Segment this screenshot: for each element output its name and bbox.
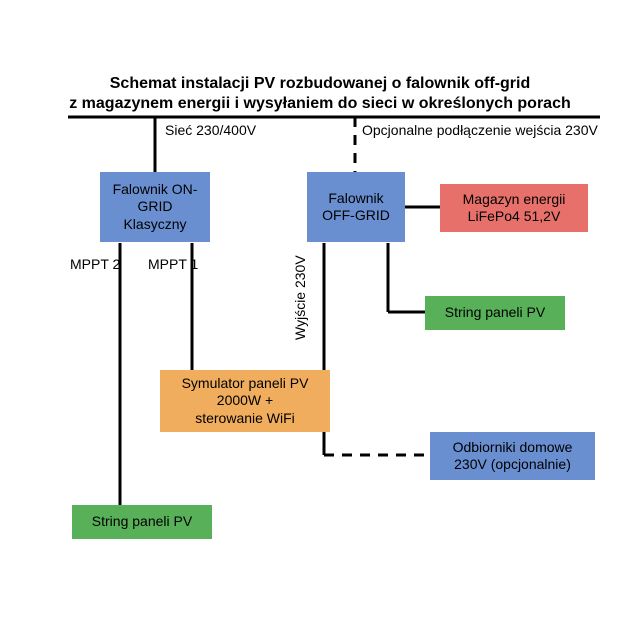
label-optional-in: Opcjonalne podłączenie wejścia 230V [362,122,598,138]
label-out-230v: Wyjście 230V [292,255,308,340]
node-string-left: String paneli PV [72,505,212,539]
on-grid-line3: Klasyczny [123,216,186,232]
on-grid-line1: Falownik ON- [113,181,198,197]
on-grid-line2: GRID [137,198,172,214]
label-mppt1: MPPT 1 [148,256,198,272]
simulator-line1: Symulator paneli PV [182,375,309,391]
string-right-text: String paneli PV [445,304,545,322]
string-left-text: String paneli PV [92,513,192,531]
label-mppt2: MPPT 2 [70,256,120,272]
off-grid-line2: OFF-GRID [322,207,390,223]
loads-line2: 230V (opcjonalnie) [454,456,571,472]
storage-line1: Magazyn energii [463,191,566,207]
node-loads: Odbiorniki domowe 230V (opcjonalnie) [430,432,595,480]
label-grid: Sieć 230/400V [165,122,256,138]
diagram-canvas: Schemat instalacji PV rozbudowanej o fal… [0,0,640,640]
node-on-grid-inverter: Falownik ON- GRID Klasyczny [100,172,210,242]
off-grid-line1: Falownik [328,190,383,206]
node-storage: Magazyn energii LiFePo4 51,2V [440,184,588,232]
simulator-line2: 2000W + [217,392,273,408]
node-simulator: Symulator paneli PV 2000W + sterowanie W… [160,370,330,432]
node-string-right: String paneli PV [425,296,565,330]
simulator-line3: sterowanie WiFi [195,410,295,426]
storage-line2: LiFePo4 51,2V [468,208,561,224]
loads-line1: Odbiorniki domowe [453,439,573,455]
node-off-grid-inverter: Falownik OFF-GRID [307,172,405,242]
